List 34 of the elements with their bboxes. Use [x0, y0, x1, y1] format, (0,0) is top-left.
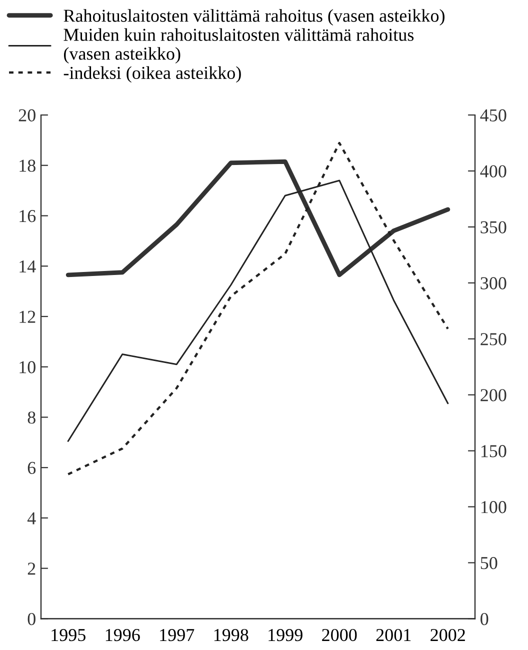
y2-tick-label: 0	[480, 612, 488, 626]
y2-tick-label: 400	[480, 165, 506, 178]
y-tick-label: 18	[20, 160, 36, 172]
y-tick-label: 16	[20, 210, 36, 222]
x-tick-label: 1995	[52, 628, 86, 642]
x-tick-label: 2002	[430, 628, 465, 642]
y2-tick-label: 200	[480, 389, 506, 402]
x-tick-label: 1997	[160, 628, 194, 642]
y2-tick-label: 100	[481, 501, 506, 514]
x-tick-label: 2001	[376, 628, 411, 642]
y-tick-label: 20	[18, 109, 36, 122]
y2-tick-label: 450	[480, 109, 506, 122]
legend-label: -indeksi (oikea asteikko)	[64, 66, 241, 83]
y2-tick-label: 350	[480, 221, 506, 234]
x-tick-label: 1999	[268, 628, 302, 642]
x-tick-label: 2000	[322, 628, 357, 642]
legend-label: Muiden kuin rahoituslaitosten välittämä rahoitus (vasen asteikko)	[64, 28, 414, 64]
y2-tick-label: 250	[480, 333, 506, 346]
y2-tick-label: 150	[481, 445, 506, 458]
legend-label: Rahoituslaitosten välittämä rahoitus (vasen asteikko)	[64, 9, 444, 26]
x-tick-label: 1996	[106, 628, 140, 642]
y-tick-label: 2	[28, 562, 36, 575]
y-tick-label: 8	[28, 411, 36, 424]
y-tick-label: 10	[20, 361, 36, 374]
y2-tick-label: 50	[480, 556, 498, 570]
line-series	[67, 142, 449, 476]
y2-tick-label: 300	[480, 277, 506, 290]
x-tick-label: 1998	[214, 628, 248, 642]
y-tick-label: 6	[28, 462, 36, 474]
y-tick-label: 12	[20, 310, 36, 323]
y-tick-label: 0	[28, 612, 36, 626]
y-tick-label: 4	[27, 512, 36, 524]
line-series	[66, 159, 450, 278]
y-tick-label: 14	[20, 260, 36, 272]
